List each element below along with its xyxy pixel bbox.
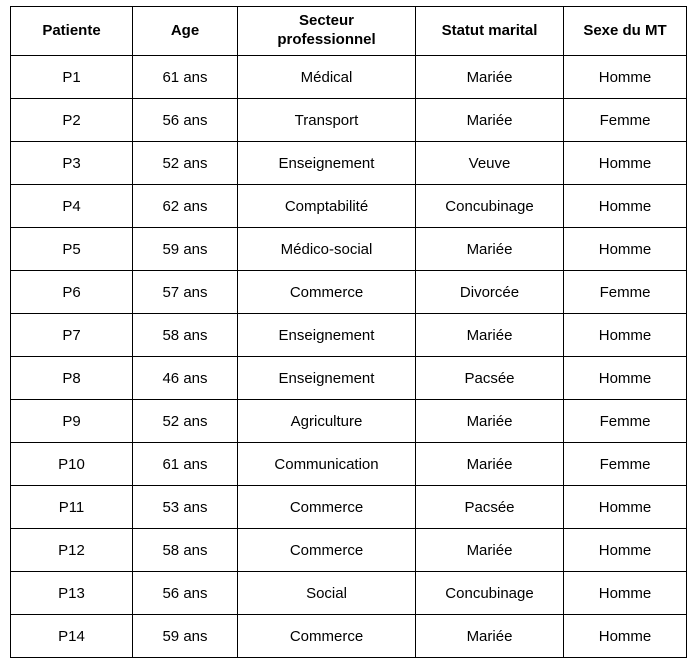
- cell-patiente: P2: [11, 99, 133, 142]
- table-row: P952 ansAgricultureMariéeFemme: [11, 400, 687, 443]
- cell-age: 61 ans: [133, 443, 238, 486]
- cell-secteur: Enseignement: [238, 142, 416, 185]
- cell-age: 58 ans: [133, 314, 238, 357]
- cell-sexe-mt: Homme: [564, 615, 687, 658]
- cell-patiente: P11: [11, 486, 133, 529]
- cell-age: 53 ans: [133, 486, 238, 529]
- cell-age: 56 ans: [133, 99, 238, 142]
- table-row: P657 ansCommerceDivorcéeFemme: [11, 271, 687, 314]
- cell-age: 56 ans: [133, 572, 238, 615]
- cell-sexe-mt: Homme: [564, 572, 687, 615]
- table-row: P1258 ansCommerceMariéeHomme: [11, 529, 687, 572]
- cell-secteur: Enseignement: [238, 314, 416, 357]
- cell-statut: Mariée: [416, 529, 564, 572]
- cell-secteur: Médical: [238, 56, 416, 99]
- cell-sexe-mt: Femme: [564, 271, 687, 314]
- cell-sexe-mt: Homme: [564, 357, 687, 400]
- table-row: P352 ansEnseignementVeuveHomme: [11, 142, 687, 185]
- cell-statut: Mariée: [416, 99, 564, 142]
- cell-statut: Mariée: [416, 228, 564, 271]
- table-row: P1061 ansCommunicationMariéeFemme: [11, 443, 687, 486]
- cell-patiente: P8: [11, 357, 133, 400]
- cell-statut: Mariée: [416, 443, 564, 486]
- cell-patiente: P13: [11, 572, 133, 615]
- cell-statut: Mariée: [416, 615, 564, 658]
- table-row: P256 ansTransportMariéeFemme: [11, 99, 687, 142]
- cell-secteur: Transport: [238, 99, 416, 142]
- table-row: P559 ansMédico-socialMariéeHomme: [11, 228, 687, 271]
- cell-patiente: P9: [11, 400, 133, 443]
- cell-patiente: P12: [11, 529, 133, 572]
- table-row: P1356 ansSocialConcubinageHomme: [11, 572, 687, 615]
- cell-secteur: Comptabilité: [238, 185, 416, 228]
- table-row: P846 ansEnseignementPacséeHomme: [11, 357, 687, 400]
- cell-sexe-mt: Homme: [564, 486, 687, 529]
- cell-secteur: Commerce: [238, 271, 416, 314]
- cell-sexe-mt: Homme: [564, 142, 687, 185]
- cell-patiente: P7: [11, 314, 133, 357]
- cell-secteur: Médico-social: [238, 228, 416, 271]
- cell-age: 59 ans: [133, 615, 238, 658]
- cell-statut: Mariée: [416, 400, 564, 443]
- col-statut: Statut marital: [416, 7, 564, 56]
- cell-age: 59 ans: [133, 228, 238, 271]
- patients-table: Patiente Age Secteur professionnel Statu…: [10, 6, 687, 658]
- cell-secteur: Commerce: [238, 615, 416, 658]
- cell-age: 52 ans: [133, 142, 238, 185]
- cell-age: 61 ans: [133, 56, 238, 99]
- table-row: P1153 ansCommercePacséeHomme: [11, 486, 687, 529]
- table-row: P161 ansMédicalMariéeHomme: [11, 56, 687, 99]
- cell-sexe-mt: Homme: [564, 314, 687, 357]
- cell-sexe-mt: Femme: [564, 400, 687, 443]
- cell-secteur: Commerce: [238, 529, 416, 572]
- cell-patiente: P4: [11, 185, 133, 228]
- table-row: P758 ansEnseignementMariéeHomme: [11, 314, 687, 357]
- cell-statut: Concubinage: [416, 185, 564, 228]
- cell-age: 58 ans: [133, 529, 238, 572]
- cell-patiente: P6: [11, 271, 133, 314]
- cell-sexe-mt: Homme: [564, 185, 687, 228]
- col-secteur: Secteur professionnel: [238, 7, 416, 56]
- col-sexe-mt: Sexe du MT: [564, 7, 687, 56]
- cell-patiente: P3: [11, 142, 133, 185]
- cell-age: 62 ans: [133, 185, 238, 228]
- cell-age: 46 ans: [133, 357, 238, 400]
- cell-sexe-mt: Homme: [564, 56, 687, 99]
- cell-statut: Divorcée: [416, 271, 564, 314]
- cell-age: 52 ans: [133, 400, 238, 443]
- table-header-row: Patiente Age Secteur professionnel Statu…: [11, 7, 687, 56]
- cell-sexe-mt: Homme: [564, 529, 687, 572]
- cell-patiente: P10: [11, 443, 133, 486]
- cell-statut: Mariée: [416, 314, 564, 357]
- cell-sexe-mt: Femme: [564, 443, 687, 486]
- cell-statut: Pacsée: [416, 486, 564, 529]
- col-age: Age: [133, 7, 238, 56]
- cell-patiente: P14: [11, 615, 133, 658]
- cell-secteur: Commerce: [238, 486, 416, 529]
- cell-secteur: Communication: [238, 443, 416, 486]
- cell-statut: Pacsée: [416, 357, 564, 400]
- cell-statut: Mariée: [416, 56, 564, 99]
- cell-statut: Concubinage: [416, 572, 564, 615]
- cell-statut: Veuve: [416, 142, 564, 185]
- table-row: P462 ansComptabilitéConcubinageHomme: [11, 185, 687, 228]
- table-row: P1459 ansCommerceMariéeHomme: [11, 615, 687, 658]
- cell-sexe-mt: Homme: [564, 228, 687, 271]
- cell-secteur: Enseignement: [238, 357, 416, 400]
- cell-patiente: P5: [11, 228, 133, 271]
- cell-secteur: Social: [238, 572, 416, 615]
- col-patiente: Patiente: [11, 7, 133, 56]
- cell-secteur: Agriculture: [238, 400, 416, 443]
- col-secteur-line2: professionnel: [277, 31, 375, 48]
- cell-sexe-mt: Femme: [564, 99, 687, 142]
- cell-patiente: P1: [11, 56, 133, 99]
- cell-age: 57 ans: [133, 271, 238, 314]
- col-secteur-line1: Secteur: [299, 12, 354, 29]
